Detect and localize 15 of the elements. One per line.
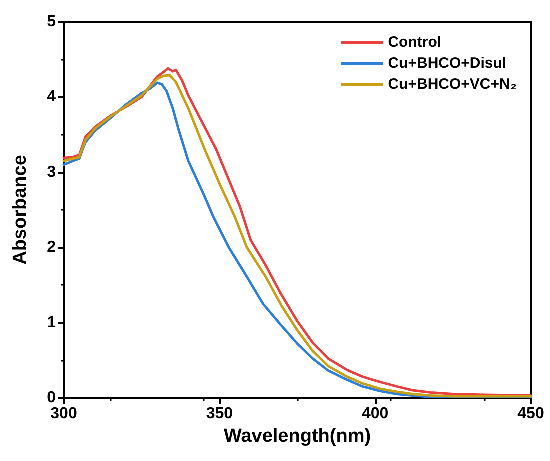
y-tick-label: 5 — [47, 14, 56, 30]
x-tick-label: 350 — [206, 406, 234, 422]
legend-label: Control — [388, 34, 442, 51]
y-tick-label: 3 — [47, 164, 56, 181]
y-tick-label: 4 — [47, 88, 56, 106]
x-tick-label: 300 — [50, 406, 78, 422]
x-tick-label: 400 — [362, 406, 389, 422]
legend-label: Cu+BHCO+VC+N₂ — [388, 76, 518, 93]
x-tick-label: 450 — [518, 406, 544, 422]
x-axis-title: Wavelength(nm) — [224, 426, 372, 447]
y-tick-label: 2 — [47, 239, 56, 256]
legend-label: Cu+BHCO+Disul — [388, 55, 507, 72]
y-tick-label: 1 — [47, 314, 56, 332]
y-tick-label: 0 — [47, 390, 56, 406]
y-axis-title: Absorbance — [10, 155, 31, 265]
